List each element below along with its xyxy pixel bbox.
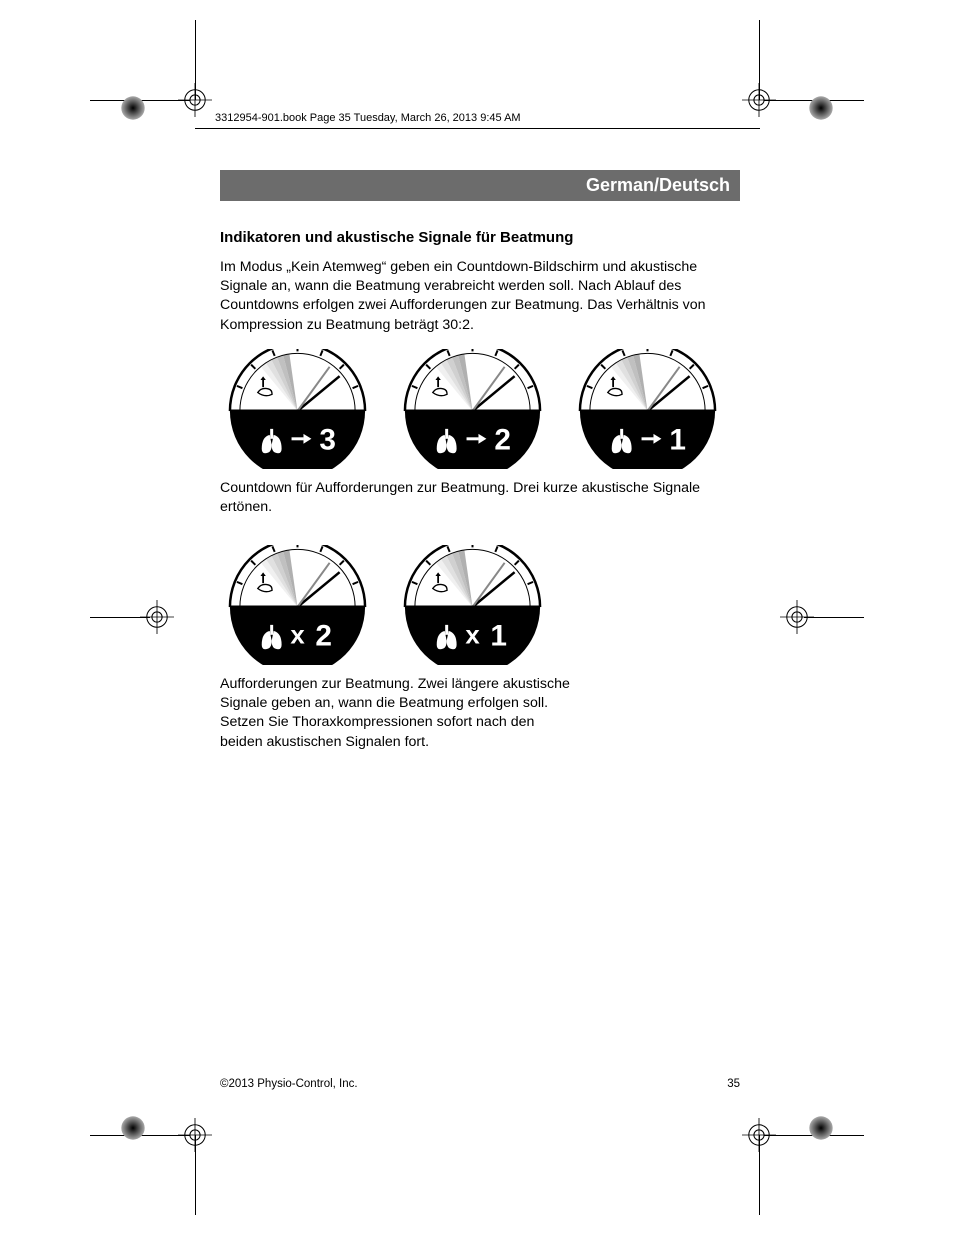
svg-text:3: 3 (319, 423, 336, 456)
ventilation-gauge-icon: x 1 (395, 545, 550, 665)
corner-ball-icon (120, 1115, 146, 1141)
svg-text:x: x (290, 622, 305, 650)
svg-text:x: x (465, 622, 480, 650)
corner-ball-icon (808, 95, 834, 121)
corner-ball-icon (808, 1115, 834, 1141)
page-number: 35 (727, 1078, 740, 1090)
page-footer: ©2013 Physio-Control, Inc. 35 (220, 1078, 740, 1090)
corner-ball-icon (120, 95, 146, 121)
gauge-row-countdown: 3 2 (220, 349, 740, 469)
svg-text:2: 2 (494, 423, 511, 456)
document-meta: 3312954-901.book Page 35 Tuesday, March … (215, 112, 521, 124)
ventilation-gauge-icon: 2 (395, 349, 550, 469)
gauge-row-prompts: x 2 x 1 (220, 545, 740, 665)
registration-mark-icon (178, 83, 212, 117)
svg-text:1: 1 (669, 423, 686, 456)
caption: Aufforderungen zur Beatmung. Zwei länger… (220, 675, 570, 752)
language-bar: German/Deutsch (220, 170, 740, 201)
registration-mark-icon (742, 83, 776, 117)
ventilation-gauge-icon: 1 (570, 349, 725, 469)
svg-text:2: 2 (315, 620, 332, 653)
copyright: ©2013 Physio-Control, Inc. (220, 1078, 358, 1090)
paragraph: Im Modus „Kein Atemweg“ geben ein Countd… (220, 258, 740, 335)
registration-mark-icon (742, 1118, 776, 1152)
meta-rule (195, 128, 760, 129)
svg-text:1: 1 (490, 620, 507, 653)
ventilation-gauge-icon: x 2 (220, 545, 375, 665)
caption: Countdown für Aufforderungen zur Beatmun… (220, 479, 740, 517)
ventilation-gauge-icon: 3 (220, 349, 375, 469)
section-heading: Indikatoren und akustische Signale für B… (220, 229, 740, 246)
registration-mark-icon (178, 1118, 212, 1152)
registration-mark-icon (780, 600, 814, 634)
registration-mark-icon (140, 600, 174, 634)
